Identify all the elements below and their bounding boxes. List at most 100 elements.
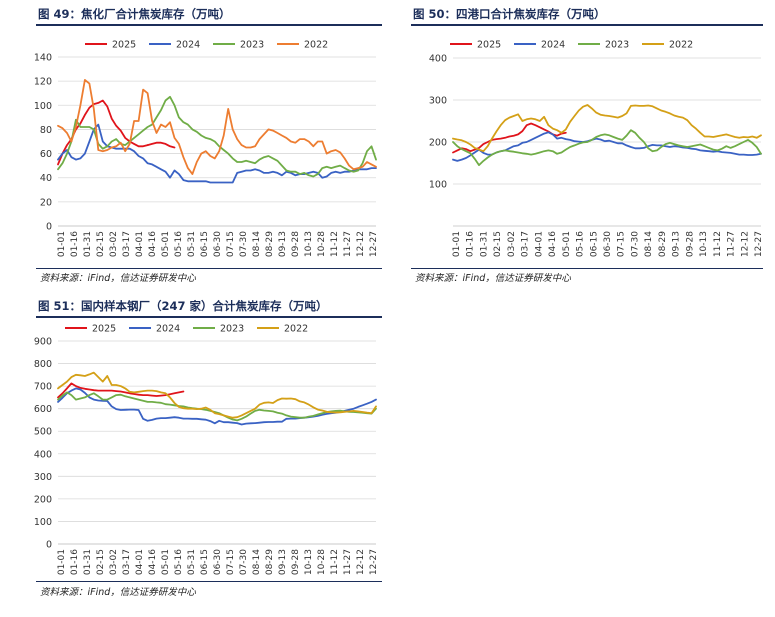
title-rule — [36, 24, 382, 26]
x-tick-label: 01-01 — [452, 231, 462, 257]
x-tick-label: 08-14 — [644, 231, 654, 257]
series-line-2024 — [57, 387, 377, 426]
x-tick-label: 06-15 — [200, 231, 210, 257]
x-tick-label: 08-29 — [658, 231, 668, 257]
legend-label: 2025 — [92, 324, 116, 335]
x-tick-label: 08-14 — [252, 231, 262, 257]
x-tick-label: 03-17 — [521, 231, 531, 257]
y-tick-label: 500 — [34, 427, 52, 438]
x-tick-label: 10-13 — [304, 549, 314, 575]
x-tick-label: 04-16 — [148, 549, 158, 575]
chart-panel-four-ports: 图 50：四港口合计焦炭库存（万吨） 100 200 300 400 01-01 01-1… — [405, 0, 775, 300]
x-tick-label: 11-27 — [727, 231, 737, 257]
series-line-2023 — [57, 391, 377, 422]
y-tick-label: 600 — [34, 404, 52, 415]
series-line-2025 — [452, 122, 567, 154]
x-tick-label: 07-30 — [630, 231, 640, 257]
x-tick-label: 10-13 — [304, 231, 314, 257]
x-tick-label: 01-16 — [70, 231, 80, 257]
x-tick-label: 08-29 — [265, 231, 275, 257]
x-tick-label: 05-01 — [161, 231, 171, 257]
x-tick-label: 11-12 — [330, 231, 340, 257]
x-tick-label: 01-31 — [83, 231, 93, 257]
legend-label: 2022 — [304, 40, 328, 51]
x-tick-label: 07-30 — [239, 231, 249, 257]
x-tick-label: 01-31 — [83, 549, 93, 575]
y-tick-label: 300 — [34, 472, 52, 483]
x-tick-label: 10-28 — [317, 549, 327, 575]
x-tick-label: 01-01 — [57, 549, 67, 575]
source-rule — [36, 581, 382, 582]
x-tick-label: 04-01 — [534, 231, 544, 257]
x-tick-label: 04-16 — [548, 231, 558, 257]
legend-label: 2024 — [541, 40, 565, 51]
x-tick-label: 10-13 — [699, 231, 709, 257]
x-tick-label: 09-13 — [672, 231, 682, 257]
x-tick-label: 08-14 — [252, 549, 262, 575]
x-tick-label: 06-30 — [213, 549, 223, 575]
title-rule — [411, 24, 763, 26]
x-tick-label: 03-02 — [109, 231, 119, 257]
legend-label: 2024 — [156, 324, 180, 335]
y-tick-label: 200 — [429, 138, 447, 149]
source-rule — [411, 268, 763, 269]
x-tick-label: 05-16 — [576, 231, 586, 257]
y-tick-label: 0 — [46, 222, 52, 233]
y-tick-label: 400 — [429, 54, 447, 65]
title-rule — [36, 316, 382, 318]
x-tick-label: 09-28 — [291, 549, 301, 575]
y-tick-label: 700 — [34, 382, 52, 393]
y-tick-label: 100 — [34, 101, 52, 112]
y-tick-label: 40 — [40, 173, 52, 184]
chart-title: 图 51：国内样本钢厂（247 家）合计焦炭库存（万吨） — [38, 299, 328, 313]
chart-title: 图 50：四港口合计焦炭库存（万吨） — [413, 7, 606, 21]
x-tick-label: 12-27 — [369, 231, 379, 257]
x-tick-label: 04-01 — [135, 231, 145, 257]
x-tick-label: 05-16 — [174, 231, 184, 257]
x-tick-label: 01-01 — [57, 231, 67, 257]
x-tick-label: 03-17 — [122, 231, 132, 257]
series-line-2023 — [452, 129, 762, 167]
chart-title: 图 49：焦化厂合计焦炭库存（万吨） — [38, 7, 231, 21]
source-rule — [36, 268, 382, 269]
legend-label: 2025 — [112, 40, 136, 51]
legend-label: 2023 — [605, 40, 629, 51]
x-tick-label: 07-30 — [239, 549, 249, 575]
x-tick-label: 03-02 — [109, 549, 119, 575]
x-tick-label: 09-28 — [291, 231, 301, 257]
y-tick-label: 80 — [40, 125, 52, 136]
y-tick-label: 0 — [46, 540, 52, 551]
chart-source: 资料来源：iFind，信达证券研发中心 — [415, 273, 571, 284]
x-tick-label: 11-12 — [330, 549, 340, 575]
x-tick-label: 05-31 — [187, 549, 197, 575]
x-tick-label: 02-15 — [96, 231, 106, 257]
x-tick-label: 12-12 — [356, 549, 366, 575]
legend-label: 2024 — [176, 40, 200, 51]
x-tick-label: 09-28 — [685, 231, 695, 257]
x-tick-label: 05-01 — [161, 549, 171, 575]
y-tick-label: 300 — [429, 96, 447, 107]
series-line-2025 — [146, 141, 176, 149]
x-tick-label: 02-15 — [96, 549, 106, 575]
x-tick-label: 08-29 — [265, 549, 275, 575]
x-tick-label: 01-31 — [479, 231, 489, 257]
y-tick-label: 140 — [34, 53, 52, 64]
x-tick-label: 11-27 — [343, 231, 353, 257]
x-tick-label: 05-16 — [174, 549, 184, 575]
legend-label: 2023 — [240, 40, 264, 51]
y-tick-label: 100 — [429, 180, 447, 191]
x-tick-label: 03-02 — [507, 231, 517, 257]
y-tick-label: 400 — [34, 449, 52, 460]
chart-panel-coking-plant: 图 49：焦化厂合计焦炭库存（万吨） 0 20 40 60 80 100 120 140 01-… — [0, 0, 390, 300]
legend-label: 2025 — [477, 40, 501, 51]
series-line-2025 — [57, 382, 185, 399]
y-tick-label: 200 — [34, 494, 52, 505]
x-tick-label: 07-15 — [617, 231, 627, 257]
x-tick-label: 07-15 — [226, 549, 236, 575]
y-tick-label: 20 — [40, 197, 52, 208]
x-tick-label: 01-16 — [466, 231, 476, 257]
x-tick-label: 06-15 — [200, 549, 210, 575]
x-tick-label: 04-01 — [135, 549, 145, 575]
series-line-2025 — [57, 99, 149, 166]
